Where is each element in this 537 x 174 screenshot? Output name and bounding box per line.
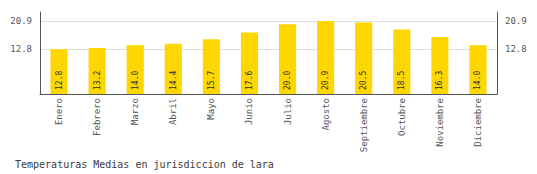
- svg-text:Junio: Junio: [244, 98, 254, 125]
- svg-text:Septiembre: Septiembre: [359, 98, 369, 152]
- svg-text:Diciembre: Diciembre: [473, 98, 483, 147]
- svg-text:20.9: 20.9: [505, 16, 527, 26]
- svg-text:20.9: 20.9: [10, 16, 32, 26]
- svg-text:12.8: 12.8: [10, 44, 32, 54]
- svg-text:14.0: 14.0: [473, 71, 482, 90]
- svg-text:20.0: 20.0: [283, 71, 292, 90]
- svg-text:Octubre: Octubre: [397, 98, 407, 136]
- svg-text:13.2: 13.2: [93, 71, 102, 90]
- svg-text:14.4: 14.4: [169, 71, 178, 90]
- svg-text:20.9: 20.9: [321, 71, 330, 90]
- svg-text:Abril: Abril: [168, 98, 178, 125]
- svg-text:14.0: 14.0: [131, 71, 140, 90]
- svg-text:16.3: 16.3: [435, 71, 444, 90]
- svg-text:Noviembre: Noviembre: [435, 98, 445, 147]
- svg-text:Enero: Enero: [54, 98, 64, 125]
- svg-text:Temperaturas Medias en jurisdi: Temperaturas Medias en jurisdiccion de l…: [15, 159, 274, 170]
- svg-text:Febrero: Febrero: [92, 98, 102, 136]
- svg-text:Mayo: Mayo: [206, 98, 216, 120]
- svg-text:15.7: 15.7: [207, 71, 216, 90]
- svg-text:12.8: 12.8: [505, 44, 527, 54]
- svg-text:Marzo: Marzo: [130, 98, 140, 125]
- svg-text:20.5: 20.5: [359, 71, 368, 90]
- svg-text:17.6: 17.6: [245, 71, 254, 90]
- svg-text:Agosto: Agosto: [321, 98, 331, 131]
- svg-text:Julio: Julio: [283, 98, 293, 125]
- svg-text:18.5: 18.5: [397, 71, 406, 90]
- svg-text:12.8: 12.8: [55, 71, 64, 90]
